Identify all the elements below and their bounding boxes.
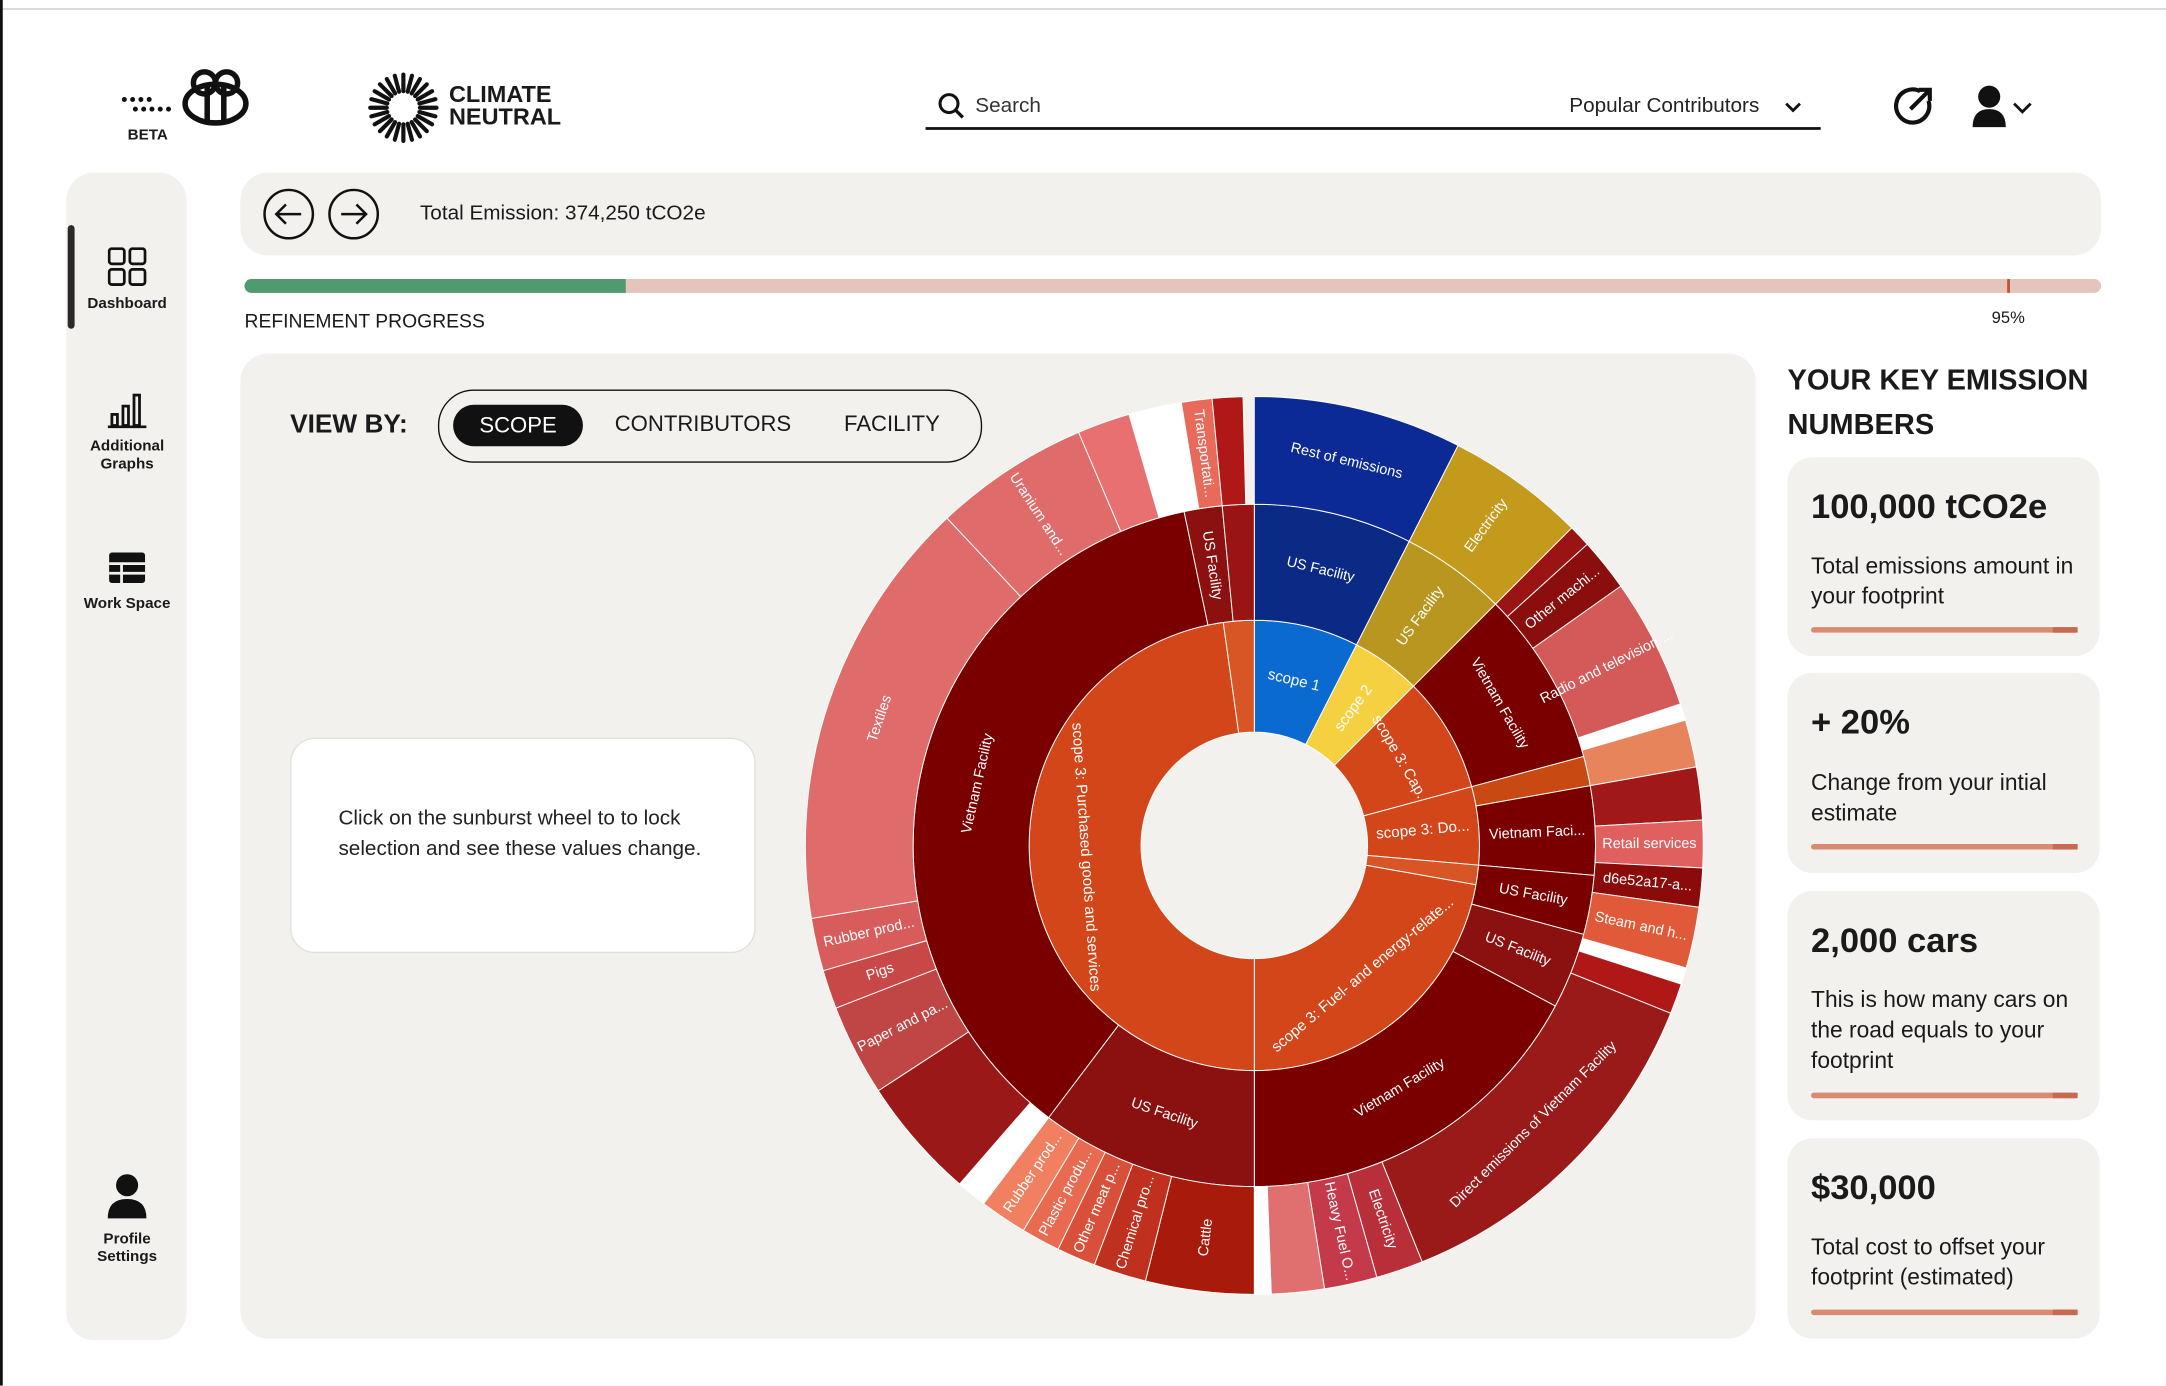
brand-line: NEUTRAL <box>448 103 562 130</box>
card-bar <box>1811 627 2078 633</box>
profile-icon[interactable] <box>106 1173 147 1220</box>
hint-box: Click on the sunburst wheel to to lock s… <box>290 737 756 954</box>
nav-label[interactable]: Work Space <box>83 595 171 612</box>
sunburst-segment <box>1211 396 1247 507</box>
card-bar <box>1811 1092 2078 1099</box>
segment-label: Cattle <box>1196 1218 1217 1258</box>
nav-label[interactable]: Dashboard <box>87 295 167 313</box>
progress-label: REFINEMENT PROGRESS <box>244 309 485 332</box>
search-input[interactable]: Search <box>975 93 1041 118</box>
card-bar <box>1811 844 2078 850</box>
active-indicator <box>67 225 75 329</box>
user-menu[interactable] <box>1970 83 2039 130</box>
key-card: + 20% Change from your intial estimate <box>1787 672 2100 874</box>
top-border <box>0 8 2166 10</box>
card-value: $30,000 <box>1811 1168 1936 1208</box>
share-icon[interactable] <box>1893 84 1937 128</box>
chevron <box>1785 102 1801 113</box>
view-by-label: VIEW BY: <box>290 410 408 440</box>
card-value: + 20% <box>1811 703 1910 742</box>
brand: CLIMATE NEUTRAL <box>448 81 562 130</box>
key-card: 100,000 tCO2e Total emissions amount in y… <box>1787 457 2100 657</box>
climate-logo[interactable] <box>365 69 442 146</box>
nav-label[interactable]: Additional Graphs <box>89 437 165 473</box>
card-text: Total emissions amount in your footprint <box>1811 553 2074 610</box>
card-value: 2,000 cars <box>1811 921 1979 961</box>
left-border <box>0 0 3 1386</box>
key-card: $30,000 Total cost to offset your footpri… <box>1787 1138 2100 1339</box>
search-underline <box>925 127 1821 130</box>
card-bar <box>1811 1309 2078 1316</box>
nav-label[interactable]: Profile Settings <box>97 1230 158 1266</box>
nav-arrows[interactable] <box>262 188 381 240</box>
bee-logo[interactable] <box>116 66 254 130</box>
view-toggle <box>437 389 983 463</box>
segment-label: Retail services <box>1602 836 1696 852</box>
total-emission: Total Emission: 374,250 tCO2e <box>419 201 706 226</box>
graphs-icon[interactable] <box>107 390 147 429</box>
hint-text: Click on the sunburst wheel to to lock s… <box>338 806 702 861</box>
toolbar <box>240 172 2102 256</box>
progress-track <box>244 279 2102 293</box>
progress-marker-label: 95% <box>1991 308 2025 328</box>
key-card: 2,000 cars This is how many cars on the r… <box>1787 891 2100 1121</box>
progress-marker <box>2006 279 2010 293</box>
card-text: Change from your intial estimate <box>1811 770 2047 827</box>
toggle-option[interactable]: SCOPE <box>453 404 583 447</box>
filter-dropdown[interactable]: Popular Contributors <box>1569 93 1760 118</box>
dashboard-icon[interactable] <box>107 247 147 286</box>
card-text: This is how many cars on the road equals… <box>1811 987 2069 1074</box>
beta-badge: BETA <box>127 127 168 144</box>
toggle-option[interactable]: FACILITY <box>844 413 940 437</box>
brand-line: CLIMATE <box>448 81 552 108</box>
card-text: Total cost to offset your footprint (est… <box>1811 1234 2045 1291</box>
toggle-option[interactable]: CONTRIBUTORS <box>614 413 792 437</box>
key-title: YOUR KEY EMISSION NUMBERS <box>1787 364 2089 441</box>
segment-label: Vietnam Faci... <box>1489 823 1586 843</box>
sidebar <box>66 172 187 1340</box>
workspace-icon[interactable] <box>108 551 147 584</box>
card-value: 100,000 tCO2e <box>1811 487 2048 527</box>
progress-fill <box>244 279 626 293</box>
search-icon <box>938 93 965 119</box>
